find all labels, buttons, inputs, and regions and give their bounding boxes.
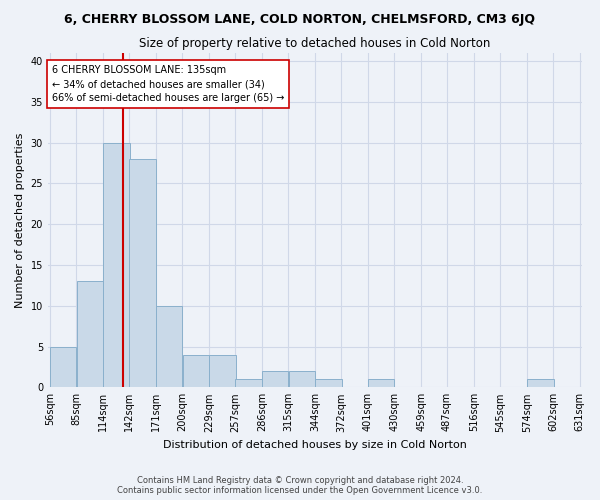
Bar xyxy=(368,379,394,388)
Bar xyxy=(103,142,130,388)
Bar xyxy=(527,379,554,388)
Bar xyxy=(129,159,155,388)
Bar xyxy=(235,379,262,388)
Text: 6 CHERRY BLOSSOM LANE: 135sqm
← 34% of detached houses are smaller (34)
66% of s: 6 CHERRY BLOSSOM LANE: 135sqm ← 34% of d… xyxy=(52,66,284,104)
Bar xyxy=(262,371,288,388)
Bar xyxy=(316,379,342,388)
Text: 6, CHERRY BLOSSOM LANE, COLD NORTON, CHELMSFORD, CM3 6JQ: 6, CHERRY BLOSSOM LANE, COLD NORTON, CHE… xyxy=(65,12,536,26)
Y-axis label: Number of detached properties: Number of detached properties xyxy=(15,132,25,308)
Bar xyxy=(77,282,103,388)
Bar xyxy=(209,354,236,388)
X-axis label: Distribution of detached houses by size in Cold Norton: Distribution of detached houses by size … xyxy=(163,440,467,450)
Bar xyxy=(289,371,315,388)
Bar xyxy=(50,346,76,388)
Bar xyxy=(183,354,209,388)
Title: Size of property relative to detached houses in Cold Norton: Size of property relative to detached ho… xyxy=(139,38,490,51)
Text: Contains HM Land Registry data © Crown copyright and database right 2024.
Contai: Contains HM Land Registry data © Crown c… xyxy=(118,476,482,495)
Bar xyxy=(156,306,182,388)
